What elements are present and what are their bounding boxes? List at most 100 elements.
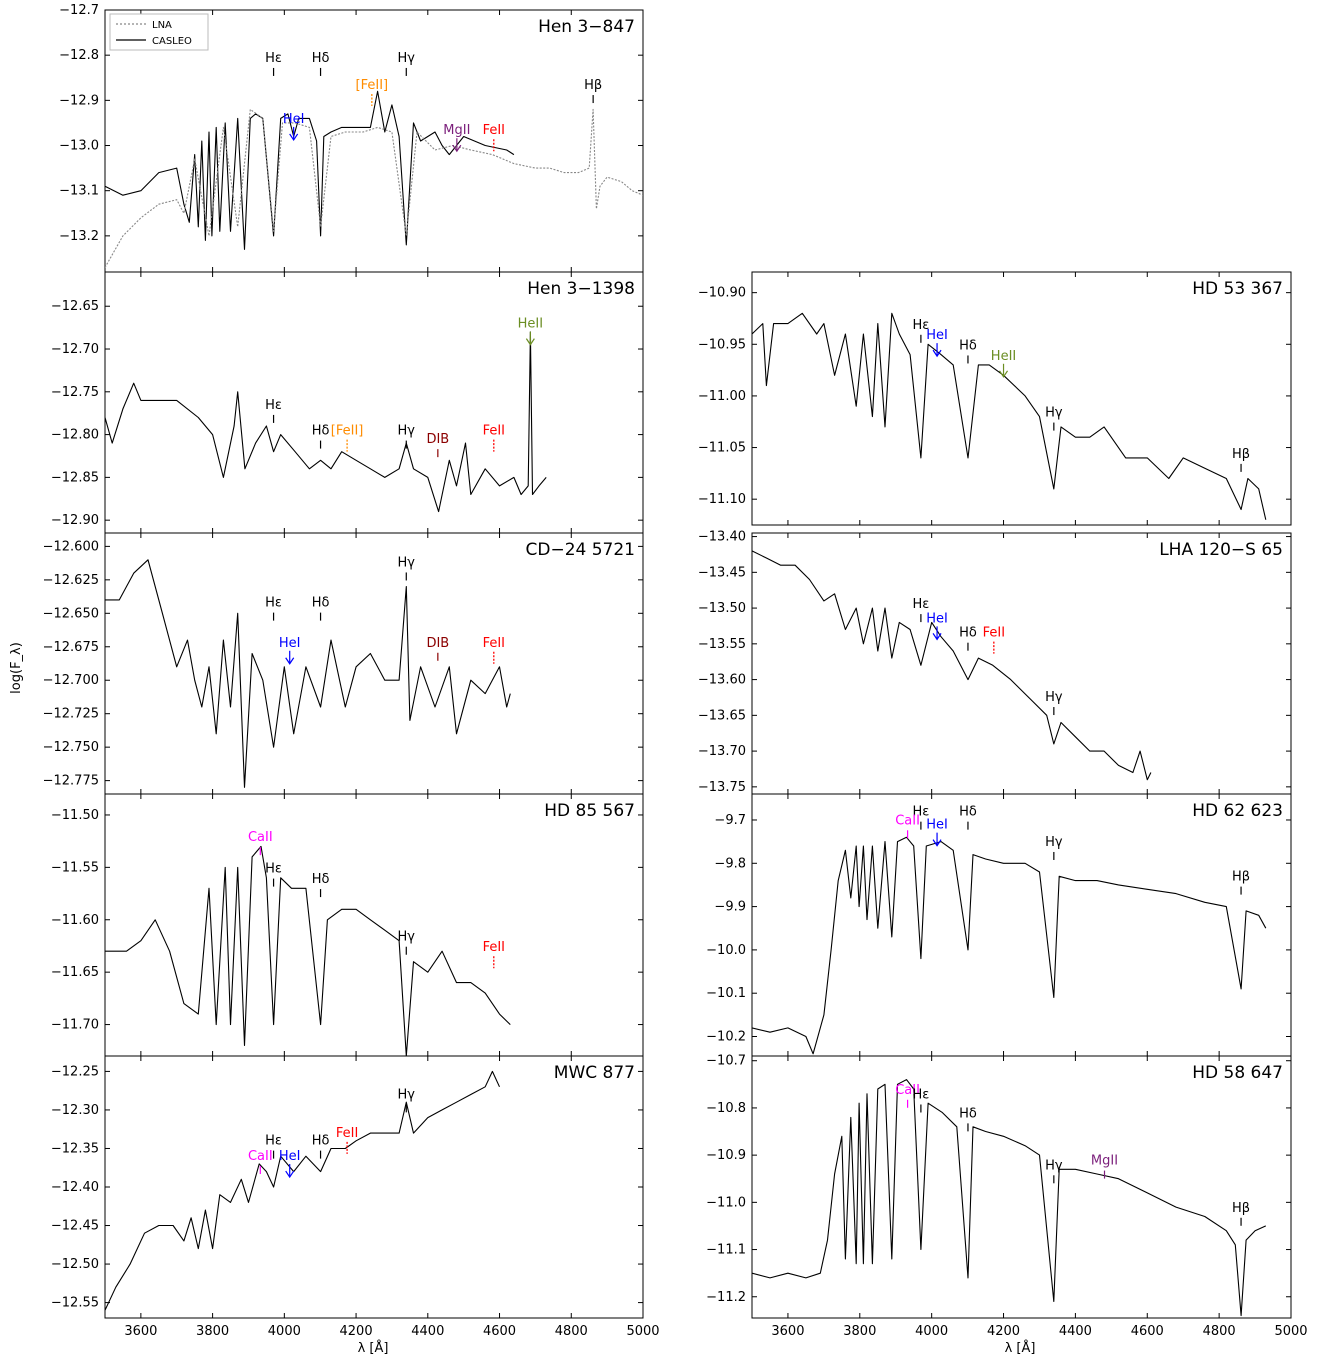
line-label: FeII [483,940,505,955]
series-casleo [105,1070,500,1311]
line-arrow-head [285,657,295,665]
line-label: Hδ [312,596,330,611]
y-tick-label: −12.725 [43,707,99,722]
x-tick-label: 4200 [987,1324,1020,1339]
line-label: Hε [265,51,282,66]
y-tick-label: −13.60 [698,673,746,688]
line-label: Hε [912,1087,929,1102]
y-tick-label: −12.25 [51,1064,99,1079]
y-tick-label: −11.70 [51,1018,99,1033]
x-tick-label: 4400 [1059,1324,1092,1339]
line-label: Hδ [312,1134,330,1149]
legend-frame [109,13,209,51]
line-label: Hγ [1045,690,1063,705]
x-tick-label: 5000 [626,1324,659,1339]
line-label: [FeII] [356,78,389,93]
line-arrow-head [525,338,535,346]
line-label: MgII [1091,1154,1118,1169]
y-tick-label: −12.75 [51,385,99,400]
y-tick-label: −13.40 [698,530,746,545]
line-label: Hδ [959,1106,977,1121]
x-tick-label: 4000 [268,1324,301,1339]
y-tick-label: −12.70 [51,342,99,357]
x-tick-label: 4400 [411,1324,444,1339]
legend-casleo-label: CASLEO [152,36,192,47]
series-lna [105,108,643,268]
y-tick-label: −9.7 [714,813,746,828]
panel-5: −12.25 −12.30 −12.35 −12.40 −12.45 −12.50 −12.… [51,1055,660,1339]
x-tick-label: 3800 [196,1324,229,1339]
y-tick-label: −12.750 [43,740,99,755]
y-tick-label: −11.1 [706,1243,746,1258]
line-arrow-head [999,370,1009,378]
y-tick-label: −12.30 [51,1103,99,1118]
panel-title: Hen 3−847 [538,17,635,37]
line-label: Hδ [959,338,977,353]
panel-frame [104,1055,644,1319]
y-tick-label: −13.45 [698,565,746,580]
x-tick-label: 4600 [1131,1324,1164,1339]
panel-title: MWC 877 [554,1063,635,1083]
line-label: HeI [926,328,948,343]
y-tick-label: −12.9 [59,93,99,108]
y-tick-label: −13.70 [698,744,746,759]
y-tick-label: −11.00 [698,389,746,404]
x-tick-label: 3800 [843,1324,876,1339]
x-tick-label: 3600 [124,1324,157,1339]
y-tick-label: −10.2 [706,1030,746,1045]
panels-layer: −12.7 −12.8 −12.9 −13.0 −13.1 −13.2 Hen 3−847 H… [43,3,1308,1339]
line-arrow-head [932,633,942,641]
y-tick-label: −10.90 [698,286,746,301]
line-label: Hβ [1232,447,1250,462]
y-tick-label: −12.50 [51,1257,99,1272]
line-label: Hε [265,596,282,611]
line-label: Hε [265,398,282,413]
legend-lna-label: LNA [152,20,172,31]
y-tick-label: −12.85 [51,470,99,485]
panel-9: −10.7 −10.8 −10.9 −11.0 −11.1 −11.2 3600 3800 40… [706,1054,1307,1339]
y-tick-label: −13.65 [698,708,746,723]
y-tick-label: −12.7 [59,3,99,18]
line-arrow-head [289,133,299,142]
series-casleo [105,845,511,1056]
series-casleo [105,90,515,250]
y-tick-label: −12.80 [51,428,99,443]
x-tick-label: 4800 [1203,1324,1236,1339]
series-casleo [752,1079,1267,1317]
line-label: CaII [895,1083,920,1098]
x-tick-label: 3600 [771,1324,804,1339]
series-casleo [752,836,1267,1055]
line-label: Hγ [1045,406,1063,421]
y-tick-label: −10.7 [706,1054,746,1069]
line-label: DIB [426,432,449,447]
line-label: MgII [443,123,470,138]
line-label: Hε [265,862,282,877]
x-axis-label-right: λ [Å] [1005,1340,1036,1356]
y-tick-label: −13.75 [698,780,746,795]
panel-frame [104,793,644,1057]
y-tick-label: −10.0 [706,943,746,958]
line-label: Hε [912,597,929,612]
panel-frame [751,532,1292,795]
panel-2: −12.65 −12.70 −12.75 −12.80 −12.85 −12.90 Hen … [51,271,644,534]
panel-title: HD 62 623 [1192,801,1283,821]
panel-title: Hen 3−1398 [527,279,635,299]
y-tick-label: −12.35 [51,1141,99,1156]
y-tick-label: −9.9 [714,900,746,915]
line-label: Hβ [1232,1201,1250,1216]
x-tick-label: 4000 [915,1324,948,1339]
line-arrow-head [452,144,462,153]
y-tick-label: −12.600 [43,539,99,554]
line-label: HeI [926,818,948,833]
series-casleo [752,312,1267,520]
panel-frame [751,1055,1292,1319]
y-tick-label: −13.50 [698,601,746,616]
line-label: Hε [912,318,929,333]
line-label: Hδ [959,805,977,820]
line-label: Hε [265,1134,282,1149]
panel-4: −11.50 −11.55 −11.60 −11.65 −11.70 HD 85 567 C… [51,793,644,1057]
line-label: HeI [279,636,301,651]
x-tick-label: 4600 [483,1324,516,1339]
y-tick-label: −12.700 [43,673,99,688]
line-label: FeII [483,424,505,439]
